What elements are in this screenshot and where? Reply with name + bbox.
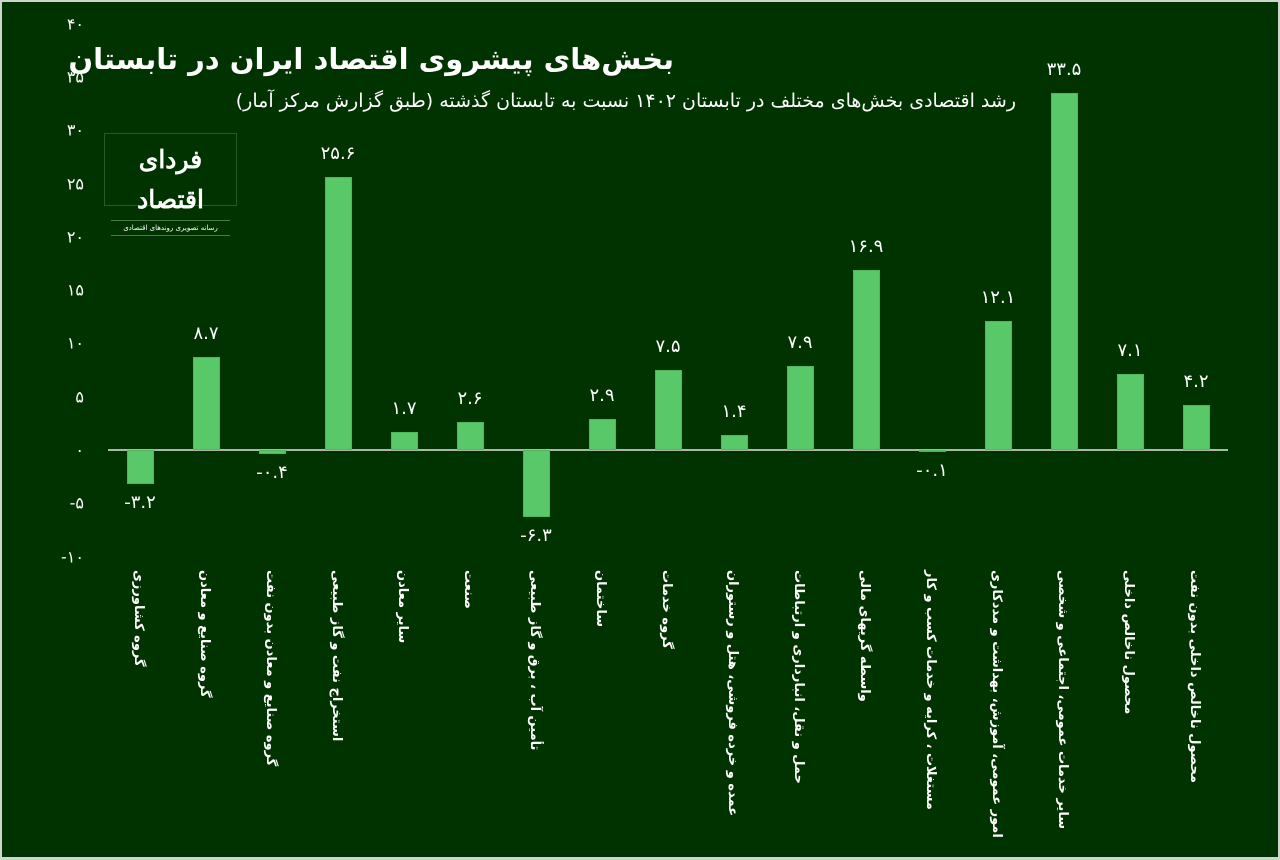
bar xyxy=(324,177,352,450)
bar xyxy=(852,269,880,450)
x-category-label: واسطه گریهای مالی xyxy=(857,570,872,702)
bar xyxy=(918,450,946,452)
x-category-label: عمده و خرده فروشی، هتل و رستوران xyxy=(725,570,740,817)
y-tick-label: -۵ xyxy=(69,493,84,513)
x-category-label: سایر خدمات عمومی، اجتماعی و شخصی xyxy=(1055,570,1070,829)
bar xyxy=(522,450,550,518)
bar-value-label: ۱.۴ xyxy=(721,401,747,423)
x-category-label: صنعت xyxy=(461,570,476,609)
bar-value-label: ۷.۱ xyxy=(1117,340,1143,362)
x-category-label: حمل و نقل، انبارداری و ارتباطات xyxy=(791,570,806,784)
chart-subtitle: رشد اقتصادی بخش‌های مختلف در تابستان ۱۴۰… xyxy=(235,90,1016,112)
bar xyxy=(456,422,484,450)
bar-value-label: ۳۳.۵ xyxy=(1046,58,1082,80)
x-category-label: ساختمان xyxy=(593,570,608,628)
y-tick-label: ۵ xyxy=(75,387,84,407)
bar xyxy=(1116,374,1144,450)
bar-value-label: -۰.۴ xyxy=(256,462,288,484)
bar-value-label: ۴.۲ xyxy=(1183,371,1209,393)
x-category-label: سایر معادن xyxy=(395,570,410,644)
bar-value-label: ۲.۹ xyxy=(589,385,615,407)
bar-value-label: ۷.۹ xyxy=(787,331,813,353)
bar-value-label: ۱۶.۹ xyxy=(848,235,884,257)
bar xyxy=(720,435,748,450)
y-tick-label: ۱۵ xyxy=(66,280,84,300)
x-category-label: امور عمومی، آموزش، بهداشت و مددکاری xyxy=(989,570,1004,838)
bar xyxy=(984,321,1012,450)
y-tick-label: -۱۰ xyxy=(61,547,84,567)
x-category-label: مستغلات ، کرایه و خدمات کسب و کار xyxy=(923,570,938,810)
bar xyxy=(654,370,682,450)
bar-value-label: -۰.۱ xyxy=(916,460,948,481)
chart-title: بخش‌های پیشروی اقتصاد ایران در تابستان xyxy=(68,42,674,76)
logo-divider xyxy=(111,235,230,236)
y-tick-label: ۲۰ xyxy=(66,227,84,247)
bar-value-label: ۲۵.۶ xyxy=(320,143,356,165)
y-tick-label: ۱۰ xyxy=(66,333,84,353)
logo-divider xyxy=(111,220,230,221)
x-category-label: گروه کشاورزی xyxy=(131,570,146,667)
x-category-label: گروه صنایع و معادن xyxy=(197,570,212,698)
x-category-label: تأمین آب ، برق و گاز طبیعی xyxy=(527,570,542,751)
logo-tagline: رسانه تصویری روندهای اقتصادی xyxy=(123,224,218,232)
bar xyxy=(588,419,616,450)
x-category-label: استخراج نفت و گاز طبیعی xyxy=(329,570,344,742)
y-tick-label: ۰ xyxy=(75,440,84,460)
bar-value-label: ۱۲.۱ xyxy=(980,287,1016,308)
x-category-label: محصول ناخالص داخلی xyxy=(1121,570,1136,715)
y-tick-label: ۴۰ xyxy=(66,14,84,34)
brand-logo: فردای اقتصاد رسانه تصویری روندهای اقتصاد… xyxy=(104,133,237,236)
y-tick-label: ۳۵ xyxy=(66,67,84,87)
zero-axis-line xyxy=(108,449,1228,451)
bar-value-label: ۲.۶ xyxy=(457,388,483,410)
x-category-label: محصول ناخالص داخلی بدون نفت xyxy=(1187,570,1202,783)
bar-value-label: -۳.۲ xyxy=(124,492,156,514)
bar xyxy=(192,357,220,450)
bar xyxy=(126,450,154,485)
bar xyxy=(1182,405,1210,450)
bar-value-label: ۸.۷ xyxy=(193,323,219,345)
logo-wordmark: فردای اقتصاد xyxy=(137,145,204,214)
bar xyxy=(786,365,814,450)
bar-value-label: -۶.۳ xyxy=(520,525,552,547)
y-tick-label: ۲۵ xyxy=(66,174,84,193)
bar-value-label: ۱.۷ xyxy=(391,397,417,419)
bar xyxy=(1050,92,1078,450)
bar xyxy=(258,450,286,455)
x-category-label: گروه صنایع و معادن بدون نفت xyxy=(263,570,278,767)
y-tick-label: ۳۰ xyxy=(66,120,84,140)
bar xyxy=(390,431,418,450)
x-category-label: گروه خدمات xyxy=(659,570,674,649)
bar-value-label: ۷.۵ xyxy=(655,336,681,358)
